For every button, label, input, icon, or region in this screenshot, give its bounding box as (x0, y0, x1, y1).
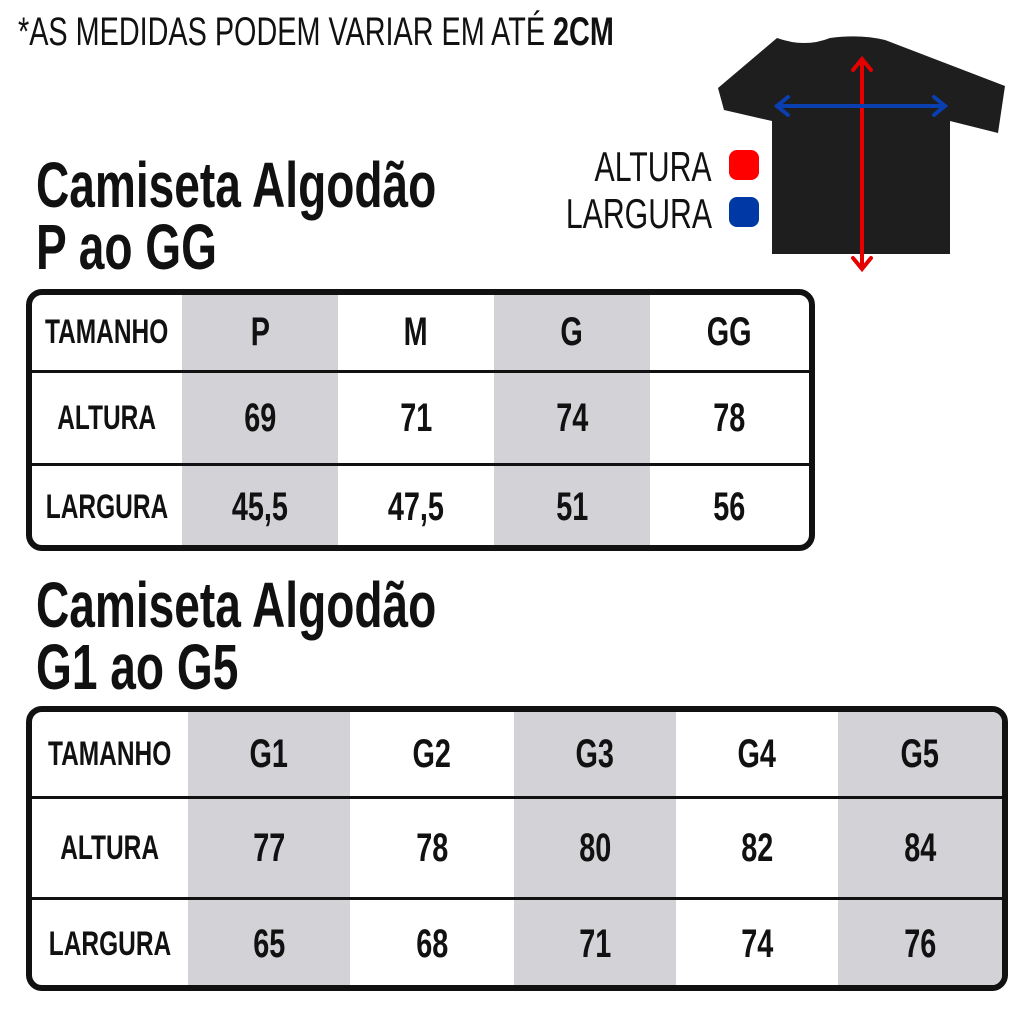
legend-largura-label: LARGURA (565, 190, 712, 237)
header-cell: TAMANHO (45, 313, 169, 351)
table-cell: 65 (188, 900, 350, 985)
table1-title: Camiseta Algodão P ao GG (36, 149, 437, 283)
table-header-row: TAMANHO G1 G2 G3 G4 G5 (32, 712, 1002, 796)
table-cell: 71 (399, 395, 433, 440)
size-table-g1-g5: TAMANHO G1 G2 G3 G4 G5 ALTURA 77 78 80 8… (26, 706, 1008, 991)
row-label: ALTURA (57, 398, 157, 437)
legend-largura-swatch (729, 197, 759, 227)
row-label: ALTURA (60, 828, 160, 867)
note-text: *AS MEDIDAS PODEM VARIAR EM ATÉ (18, 10, 554, 54)
table-cell: 82 (740, 825, 774, 870)
header-cell: G5 (838, 712, 1002, 796)
table-cell: 84 (838, 799, 1002, 897)
header-cell: G1 (188, 712, 350, 796)
table-cell: 76 (838, 900, 1002, 985)
header-cell: G4 (737, 731, 777, 776)
legend-altura-label: ALTURA (594, 143, 712, 190)
table-header-row: TAMANHO P M G GG (32, 295, 809, 370)
table-cell: 69 (182, 373, 338, 463)
header-cell: G2 (412, 731, 452, 776)
table-row: LARGURA 65 68 71 74 76 (32, 897, 1002, 985)
table-cell: 74 (740, 921, 774, 966)
table-cell: 74 (494, 373, 650, 463)
table-cell: 71 (514, 900, 676, 985)
header-cell: P (182, 295, 338, 370)
table-cell: 78 (713, 395, 746, 440)
width-arrow (773, 95, 949, 117)
height-arrow (851, 55, 873, 273)
header-cell: G (494, 295, 650, 370)
measurement-note: *AS MEDIDAS PODEM VARIAR EM ATÉ 2CM (18, 10, 846, 55)
table-cell: 51 (494, 466, 650, 545)
header-cell: TAMANHO (48, 734, 172, 773)
tshirt-diagram (718, 36, 1005, 273)
header-cell: G3 (514, 712, 676, 796)
table-cell: 77 (188, 799, 350, 897)
table-cell: 80 (514, 799, 676, 897)
table-cell: 78 (415, 825, 449, 870)
table-row: ALTURA 77 78 80 82 84 (32, 796, 1002, 897)
table-cell: 68 (415, 921, 449, 966)
note-bold: 2CM (553, 10, 614, 54)
size-table-p-gg: TAMANHO P M G GG ALTURA 69 71 74 78 LARG… (26, 289, 815, 551)
header-cell: M (403, 310, 428, 354)
table-cell: 56 (713, 484, 746, 529)
table-row: ALTURA 69 71 74 78 (32, 370, 809, 463)
row-label: LARGURA (45, 487, 169, 526)
table-cell: 45,5 (182, 466, 338, 545)
row-label: LARGURA (48, 924, 172, 963)
header-cell: GG (707, 310, 752, 354)
legend-altura-swatch (729, 150, 759, 180)
table-row: LARGURA 45,5 47,5 51 56 (32, 463, 809, 545)
table-cell: 47,5 (387, 484, 445, 529)
table2-title: Camiseta Algodão G1 ao G5 (36, 569, 437, 703)
